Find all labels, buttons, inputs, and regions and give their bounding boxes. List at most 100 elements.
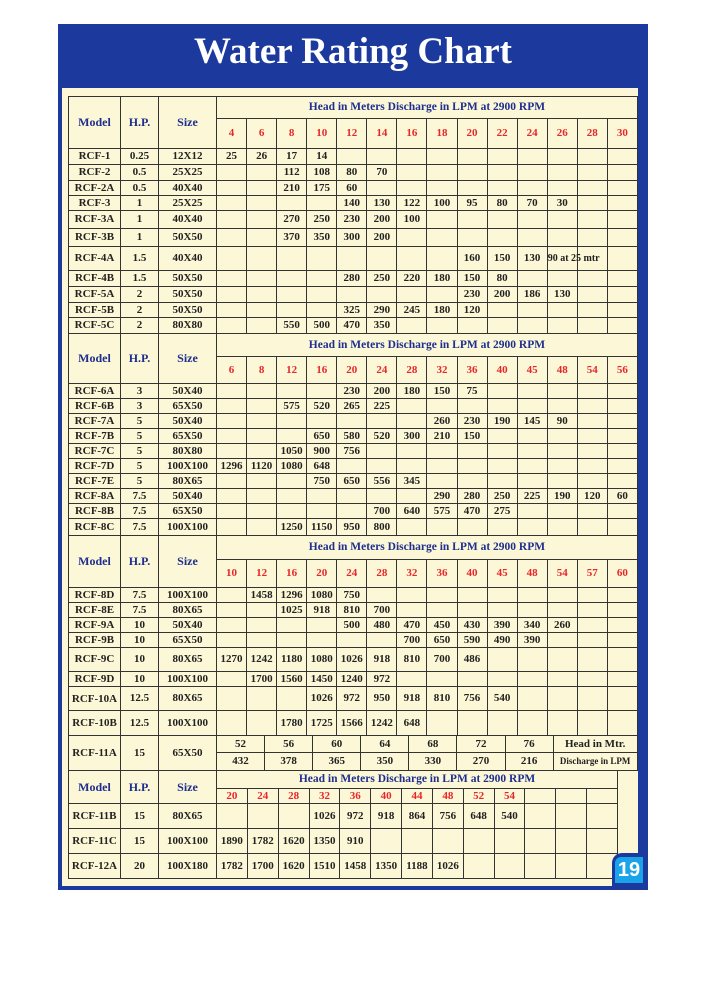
size-cell: 80X65	[158, 686, 217, 711]
header-row: Model H.P. Size Head in Meters Discharge in…	[68, 333, 638, 384]
size-cell: 100X180	[158, 853, 217, 879]
discharge-cell: 1890	[216, 828, 248, 854]
discharge-cell: 1080	[276, 458, 308, 474]
discharge-cell	[576, 398, 608, 414]
discharge-cell	[276, 286, 308, 303]
discharge-cell	[516, 602, 548, 618]
discharge-cell	[576, 302, 608, 318]
discharge-cell: 95	[456, 195, 488, 211]
hp-cell: 7.5	[120, 503, 159, 519]
discharge-cell	[576, 164, 608, 181]
table-row: RCF-8E 7.5 80X65 1025 918 810 700	[68, 602, 638, 618]
model-cell: RCF-8E	[68, 602, 121, 618]
discharge-cell	[306, 617, 338, 633]
discharge-cell	[486, 228, 518, 247]
discharge-cell	[366, 413, 398, 429]
discharge-cell: 1270	[215, 647, 248, 672]
head-discharge-title: Head in Meters Discharge in LPM at 2900 …	[215, 770, 619, 789]
size-cell: 40X40	[158, 246, 217, 271]
discharge-cell: 575	[426, 503, 458, 519]
discharge-cell: 250	[486, 488, 518, 504]
discharge-cell: 648	[462, 803, 495, 829]
discharge-cell	[336, 413, 368, 429]
head-meters: 20	[456, 118, 488, 149]
discharge-cell	[215, 710, 248, 736]
discharge-cell: 470	[336, 317, 368, 334]
table-row: RCF-10A 12.5 80X65 1026 972 950 918 810 756 540	[68, 686, 638, 711]
discharge-cell: 200	[486, 286, 518, 303]
discharge-cell	[606, 302, 638, 318]
head-meters: 12	[246, 559, 278, 588]
discharge-cell	[426, 398, 458, 414]
discharge-cell	[606, 210, 638, 229]
discharge-cell: 810	[396, 647, 428, 672]
discharge-cell	[306, 488, 338, 504]
discharge-cell	[366, 443, 398, 459]
discharge-cell: 350	[366, 317, 398, 334]
discharge-cell	[276, 686, 308, 711]
discharge-cell: 190	[486, 413, 518, 429]
model-cell: RCF-6B	[68, 398, 121, 414]
discharge-cell	[246, 413, 278, 429]
discharge-cell	[396, 164, 428, 181]
discharge-cell	[306, 286, 338, 303]
hp-cell: 10	[120, 617, 159, 633]
head-meters: 40	[456, 559, 488, 588]
head-meters: 44	[401, 788, 433, 804]
discharge-cell	[246, 617, 278, 633]
size-cell: 50X50	[158, 270, 217, 287]
discharge-cell	[486, 647, 518, 672]
hp-cell: 5	[120, 458, 159, 474]
discharge-cell	[546, 647, 578, 672]
discharge-cell: 1025	[276, 602, 308, 618]
head-meters: 10	[215, 559, 248, 588]
hp-cell: 1	[120, 210, 159, 229]
discharge-cell	[396, 488, 428, 504]
discharge-cell: 1080	[306, 647, 338, 672]
discharge-cell: 120	[576, 488, 608, 504]
discharge-cell	[606, 148, 638, 165]
discharge-cell	[516, 428, 548, 444]
size-cell: 65X50	[158, 735, 217, 771]
discharge-cell: 1150	[306, 518, 338, 536]
discharge-cell	[606, 246, 638, 271]
discharge-cell	[546, 398, 578, 414]
discharge-cell	[336, 488, 368, 504]
table-row: RCF-7D 5 100X100 1296 1120 1080 648	[68, 458, 638, 474]
discharge-cell	[426, 148, 458, 165]
discharge-cell	[576, 286, 608, 303]
discharge-cell	[426, 317, 458, 334]
discharge-cell: 1725	[306, 710, 338, 736]
hp-cell: 20	[120, 853, 159, 879]
head-meters: 40	[370, 788, 403, 804]
discharge-cell	[426, 473, 458, 489]
discharge-cell	[215, 443, 248, 459]
discharge-cell	[576, 317, 608, 334]
hp-cell: 12.5	[120, 686, 159, 711]
discharge-cell	[606, 413, 638, 429]
size-cell: 65X50	[158, 428, 217, 444]
discharge-cell	[456, 473, 488, 489]
discharge-cell	[576, 647, 608, 672]
discharge-cell	[246, 632, 278, 648]
discharge-cell: 650	[426, 632, 458, 648]
discharge-cell	[276, 195, 308, 211]
discharge-cell	[276, 617, 308, 633]
discharge-cell	[486, 518, 518, 536]
table-row: RCF-5C 2 80X80 550 500 470 350	[68, 317, 638, 334]
discharge-cell	[546, 602, 578, 618]
model-cell: RCF-9D	[68, 671, 121, 687]
hp-cell: 15	[120, 828, 159, 854]
discharge-cell	[546, 148, 578, 165]
head-meters: 28	[576, 118, 608, 149]
discharge-cell	[555, 803, 588, 829]
discharge-cell	[576, 503, 608, 519]
discharge-cell: 325	[336, 302, 368, 318]
discharge-cell	[456, 443, 488, 459]
hp-cell: 7.5	[120, 587, 159, 603]
discharge-cell: 100	[396, 210, 428, 229]
size-cell: 65X50	[158, 398, 217, 414]
discharge-cell	[276, 270, 308, 287]
discharge-cell: 186	[516, 286, 548, 303]
discharge-cell: 950	[336, 518, 368, 536]
